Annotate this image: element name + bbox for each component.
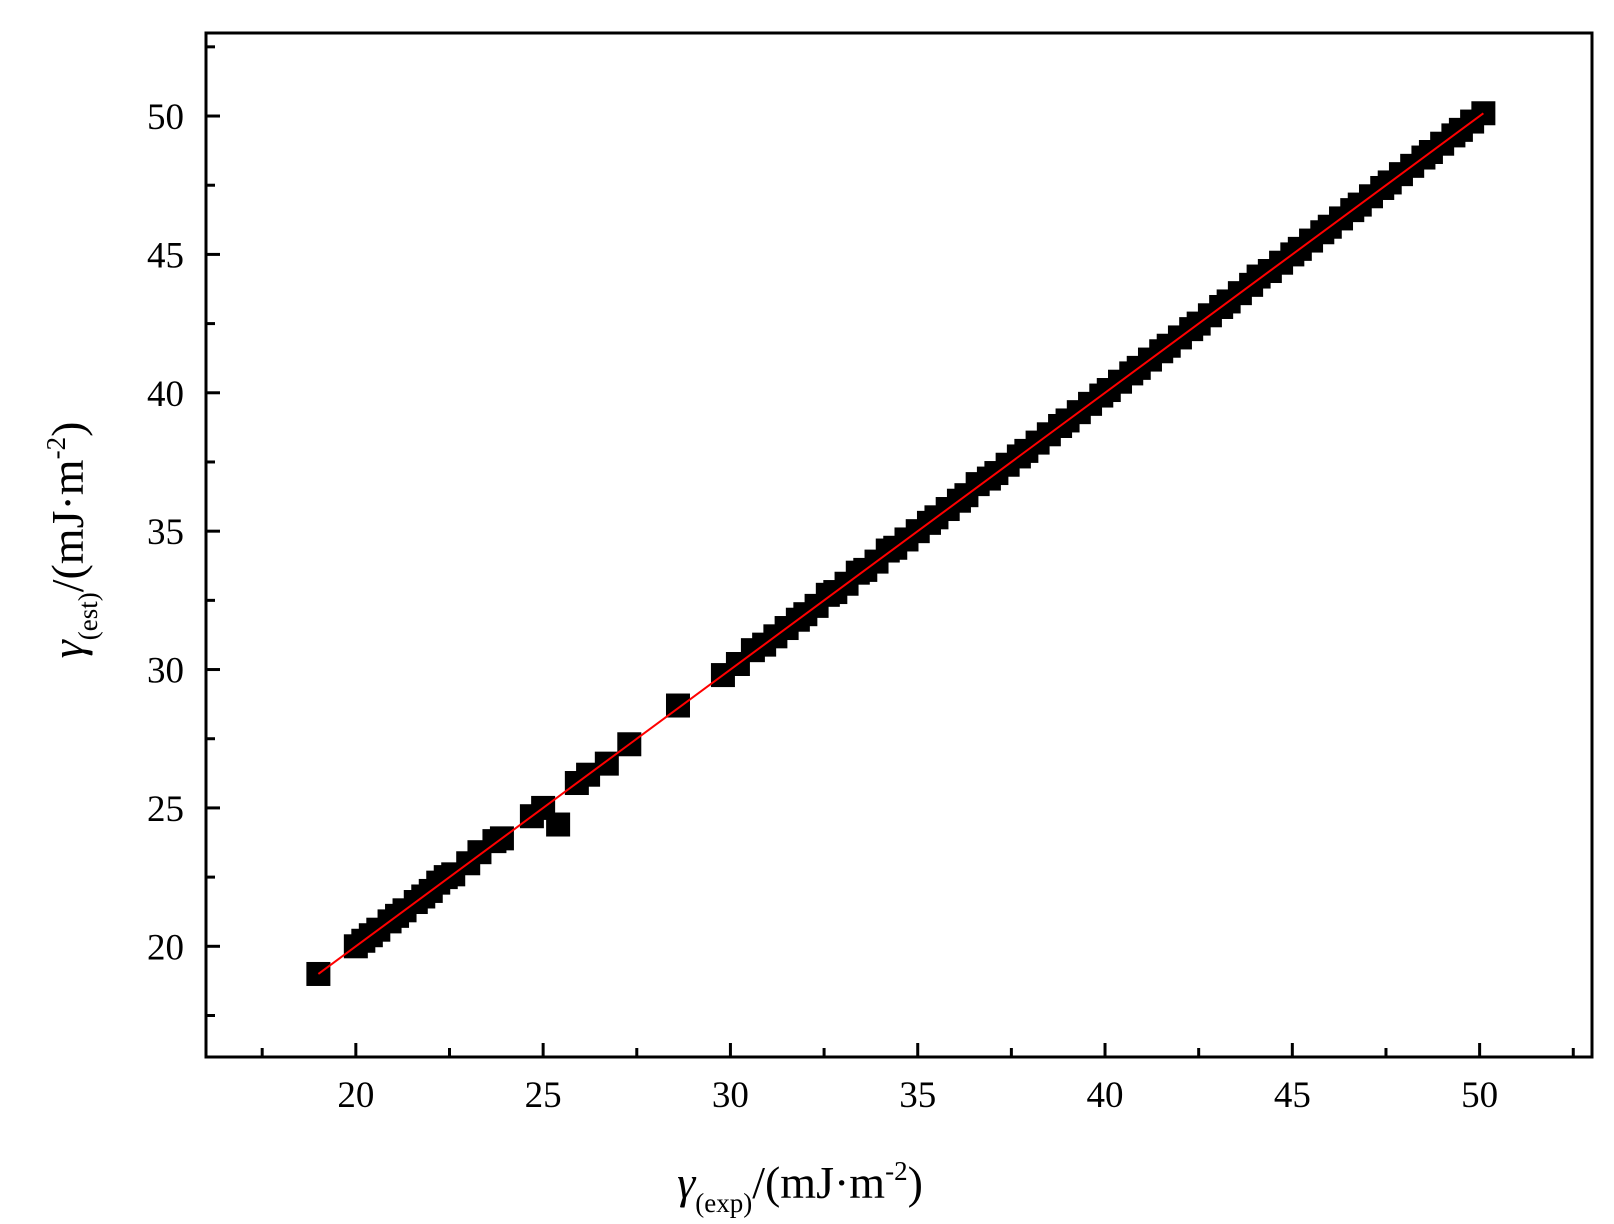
y-axis-unit-suffix: ) [42,422,93,437]
x-tick-label: 50 [1461,1075,1498,1116]
x-axis-title: γ(exp)/(mJ·m-2) [677,1156,923,1218]
x-tick-label: 20 [337,1075,374,1116]
y-axis-title: γ(est)/(mJ·m-2) [41,422,103,659]
y-axis-unit-exponent: -2 [41,437,71,460]
plot-border [204,31,1594,1059]
y-axis-subscript: (est) [73,592,103,640]
axis-ticks: 20 25 30 35 40 45 50 20 25 30 35 40 45 50 [147,45,1575,1116]
x-tick-label: 45 [1274,1075,1311,1116]
y-tick-label: 25 [147,789,184,830]
x-tick-label: 40 [1087,1075,1124,1116]
x-tick-label: 35 [899,1075,936,1116]
x-tick-label: 30 [712,1075,749,1116]
x-axis-symbol: γ [677,1157,697,1208]
y-tick-label: 50 [147,97,184,138]
y-tick-label: 40 [147,374,184,415]
fit-line [317,112,1484,975]
x-axis-unit-exponent: -2 [885,1156,908,1186]
y-tick-label: 30 [147,651,184,692]
plot-frame [204,31,1594,1059]
y-axis-symbol: γ [42,638,93,658]
fit-line-group [317,112,1484,975]
y-tick-label: 35 [147,512,184,553]
x-axis-subscript: (exp) [695,1188,752,1218]
y-axis-unit-prefix: /(mJ·m [42,459,93,592]
data-point [546,812,571,837]
y-tick-label: 20 [147,927,184,968]
x-axis-unit-prefix: /(mJ·m [752,1157,885,1208]
x-axis-unit-suffix: ) [908,1157,923,1208]
y-tick-label: 45 [147,235,184,276]
x-tick-label: 25 [525,1075,562,1116]
